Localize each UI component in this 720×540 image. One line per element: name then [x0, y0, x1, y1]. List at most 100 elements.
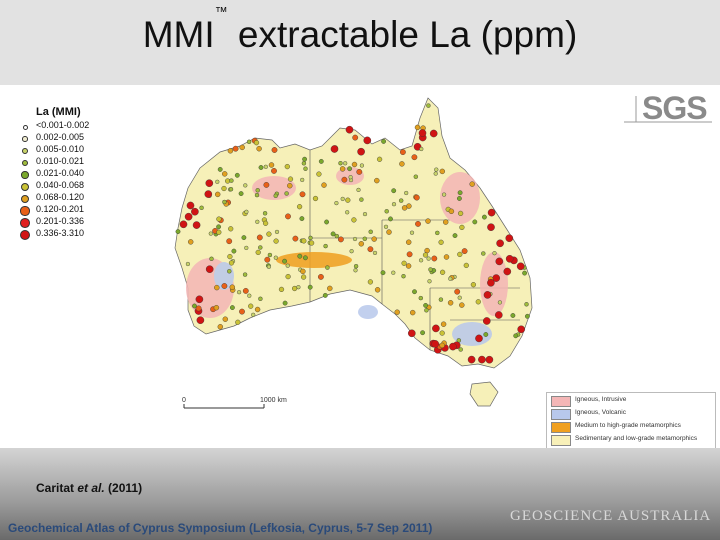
sample-dot	[301, 274, 307, 280]
sample-dot	[391, 270, 396, 275]
sample-dot	[413, 194, 420, 201]
sample-dot	[324, 219, 329, 225]
sample-dot	[475, 334, 483, 343]
sample-dot	[299, 191, 306, 198]
sample-dot	[384, 209, 389, 214]
legend-dot-icon	[20, 194, 30, 204]
sample-dot	[263, 164, 268, 169]
sample-dot	[343, 161, 348, 166]
sample-dot	[216, 224, 222, 230]
sample-dot	[337, 236, 344, 243]
sample-dot	[302, 156, 307, 162]
legend-dot-icon	[22, 124, 28, 130]
sample-dot	[423, 302, 428, 308]
sample-dot	[352, 134, 359, 141]
sample-dot	[371, 236, 377, 242]
sample-dot	[404, 190, 409, 196]
sample-dot	[186, 201, 195, 210]
sample-dot	[522, 270, 527, 276]
legend-dot-icon	[22, 136, 28, 142]
geoscience-australia-watermark: GEOSCIENCE AUSTRALIA	[510, 508, 712, 524]
sample-dot	[185, 261, 190, 267]
sample-dot	[268, 162, 275, 168]
page-title: MMI™ extractable La (ppm)	[0, 4, 720, 56]
sample-dot	[273, 238, 279, 244]
sample-dot	[228, 226, 234, 232]
legend-class-label: 0.021-0.040	[36, 168, 85, 178]
sample-dot	[443, 254, 450, 260]
sample-dot	[380, 270, 386, 276]
sample-dot	[214, 191, 221, 198]
sample-dot	[467, 355, 476, 364]
sample-dot	[418, 129, 427, 137]
sample-dot	[505, 254, 514, 263]
sample-dot	[227, 254, 233, 260]
sample-dot	[457, 190, 463, 196]
sample-dot	[285, 274, 291, 280]
sample-dot	[282, 258, 287, 264]
sample-dot	[475, 299, 481, 305]
sample-dot	[175, 229, 181, 235]
scale-end-label: 1000 km	[260, 397, 287, 404]
sample-dot	[345, 197, 351, 203]
sample-dot	[287, 182, 293, 189]
sample-dot	[362, 211, 368, 217]
sample-dot	[478, 355, 486, 364]
sample-dot	[485, 355, 494, 364]
sample-dot	[411, 154, 418, 161]
sample-dot	[323, 243, 328, 249]
sample-dot	[459, 302, 465, 308]
sample-dot	[184, 212, 193, 221]
sample-dot	[433, 171, 438, 176]
sample-dot	[452, 233, 458, 239]
sample-dot	[301, 238, 307, 244]
sample-dot	[255, 188, 260, 193]
sample-dot	[242, 272, 248, 277]
sample-dot	[443, 219, 449, 225]
geology-swatch	[551, 435, 571, 446]
sample-dot	[427, 279, 432, 284]
sample-dot	[316, 171, 322, 177]
sample-dot	[302, 255, 308, 261]
sample-dot	[351, 217, 357, 223]
sample-dot	[503, 267, 512, 276]
sample-dot	[243, 183, 248, 188]
sample-dot	[221, 185, 227, 192]
sample-dot	[192, 221, 201, 229]
sample-dot	[292, 235, 299, 242]
map-area: 0 1000 km	[10, 88, 540, 446]
sample-dot	[399, 198, 404, 203]
sample-dot	[357, 147, 365, 156]
sample-dot	[232, 145, 239, 152]
sample-dot	[187, 239, 194, 245]
sample-dots	[175, 103, 530, 364]
sample-dot	[470, 282, 477, 288]
sample-dot	[434, 167, 439, 172]
sample-dot	[410, 309, 416, 316]
sample-dot	[438, 297, 444, 302]
sample-dot	[213, 304, 220, 311]
sample-dot	[309, 240, 315, 246]
sample-dot	[367, 246, 374, 253]
sample-dot	[391, 188, 397, 194]
sample-dot	[256, 234, 263, 241]
sample-dot	[456, 196, 462, 201]
sample-dot	[483, 291, 492, 299]
sample-dot	[516, 262, 525, 271]
sample-dot	[278, 286, 285, 293]
sample-dot	[228, 260, 235, 266]
sample-dot	[406, 251, 413, 258]
sample-dot	[454, 288, 461, 295]
sample-dot	[401, 205, 408, 211]
sample-dot	[497, 300, 502, 305]
legend-class-label: 0.068-0.120	[36, 192, 85, 202]
sample-dot	[301, 161, 307, 166]
sample-dot	[244, 209, 249, 214]
sample-dot	[401, 273, 406, 279]
legend-dot-icon	[21, 147, 29, 155]
legend-class-label: 0.120-0.201	[36, 204, 85, 214]
sgs-logo-text: SGS	[642, 90, 708, 126]
sample-dot	[487, 208, 496, 217]
sample-dot	[353, 263, 359, 269]
legend-class-label: 0.040-0.068	[36, 180, 85, 190]
